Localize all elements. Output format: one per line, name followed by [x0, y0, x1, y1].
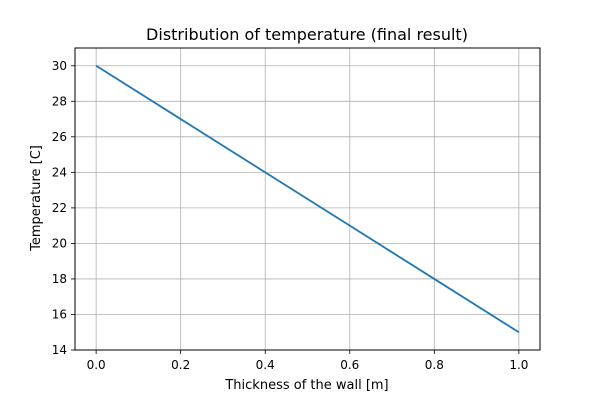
temperature-series-line — [95, 64, 520, 334]
y-tick-label: 26 — [52, 130, 67, 144]
x-tick-label: 0.4 — [256, 358, 275, 372]
y-axis-label: Temperature [C] — [29, 145, 44, 252]
plot-frame — [74, 47, 541, 351]
x-tick-label: 0.8 — [425, 358, 444, 372]
x-tick-label: 1.0 — [509, 358, 528, 372]
grid — [75, 48, 540, 351]
y-tick-label: 28 — [52, 94, 67, 108]
y-tick-label: 18 — [52, 272, 67, 286]
chart-title: Distribution of temperature (final resul… — [146, 25, 468, 44]
x-tick-label: 0.2 — [171, 358, 190, 372]
x-ticks: 0.0 0.2 0.4 0.6 0.8 1.0 — [87, 350, 528, 372]
y-tick-label: 16 — [52, 307, 67, 321]
x-tick-label: 0.6 — [340, 358, 359, 372]
y-tick-label: 20 — [52, 236, 67, 250]
y-tick-label: 14 — [52, 343, 67, 357]
y-ticks: 14 16 18 20 22 24 26 28 30 — [52, 59, 75, 357]
x-axis-label: Thickness of the wall [m] — [224, 378, 388, 393]
series-layer — [95, 64, 520, 334]
x-tick-label: 0.0 — [87, 358, 106, 372]
y-tick-label: 22 — [52, 201, 67, 215]
y-tick-label: 30 — [52, 59, 67, 73]
y-tick-label: 24 — [52, 165, 67, 179]
